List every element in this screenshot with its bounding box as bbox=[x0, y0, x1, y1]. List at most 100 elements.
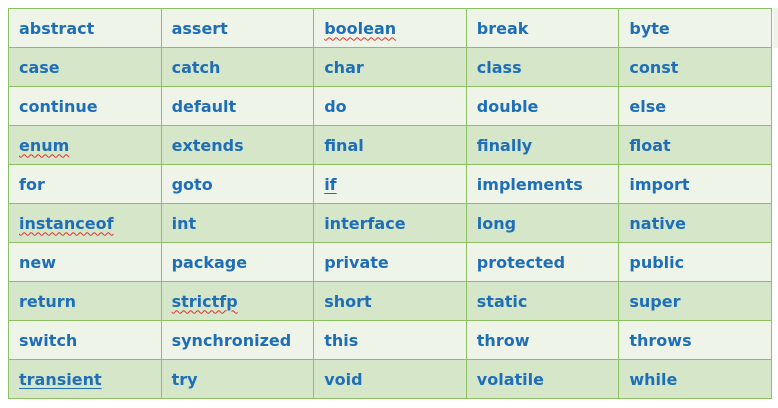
keyword-text: transient bbox=[19, 369, 102, 389]
keyword-text: assert bbox=[171, 18, 228, 38]
table-cell: byte bbox=[618, 8, 772, 48]
table-cell: transient bbox=[8, 359, 162, 399]
table-cell: long bbox=[465, 203, 620, 243]
keyword-text: break bbox=[476, 18, 529, 38]
keyword-text: else bbox=[629, 96, 667, 116]
keyword-text: interface bbox=[324, 213, 406, 233]
table-row: abstract assert boolean break byte bbox=[8, 8, 772, 48]
table-row: transient try void volatile while bbox=[8, 359, 772, 399]
table-cell: char bbox=[313, 47, 467, 87]
keyword-text: extends bbox=[171, 135, 244, 155]
keyword-text: case bbox=[19, 57, 60, 77]
table-cell: boolean bbox=[313, 8, 467, 48]
table-row: case catch char class const bbox=[8, 47, 772, 87]
keyword-text: private bbox=[324, 252, 389, 272]
table-cell: class bbox=[465, 47, 620, 87]
keyword-text: synchronized bbox=[171, 330, 292, 350]
table-cell: default bbox=[160, 86, 315, 126]
table-cell: float bbox=[618, 125, 772, 165]
table-cell: const bbox=[618, 47, 772, 87]
keyword-text: class bbox=[476, 57, 522, 77]
table-cell: strictfp bbox=[160, 281, 315, 321]
keyword-text: if bbox=[324, 174, 337, 194]
keyword-text: package bbox=[171, 252, 248, 272]
keyword-text: byte bbox=[629, 18, 670, 38]
keyword-text: do bbox=[324, 96, 347, 116]
table-cell: double bbox=[465, 86, 620, 126]
keyword-text: new bbox=[19, 252, 57, 272]
keyword-text: native bbox=[629, 213, 686, 233]
keyword-text: goto bbox=[171, 174, 213, 194]
keyword-text: const bbox=[629, 57, 679, 77]
keyword-text: instanceof bbox=[19, 213, 114, 233]
keyword-text: finally bbox=[476, 135, 533, 155]
java-keywords-table: abstract assert boolean break byte case catch c… bbox=[8, 8, 772, 399]
keywords-table-container: abstract assert boolean break byte case catch c… bbox=[8, 8, 772, 399]
keyword-text: catch bbox=[171, 57, 221, 77]
table-row: return strictfp short static super bbox=[8, 281, 772, 321]
table-cell: if bbox=[313, 164, 467, 204]
table-row: continue default do double else bbox=[8, 86, 772, 126]
keyword-text: for bbox=[19, 174, 45, 194]
keyword-text: throws bbox=[629, 330, 692, 350]
keyword-text: return bbox=[19, 291, 77, 311]
table-cell: throw bbox=[465, 320, 620, 360]
table-cell: switch bbox=[8, 320, 162, 360]
table-edge-fragment bbox=[773, 8, 778, 48]
keyword-text: super bbox=[629, 291, 681, 311]
table-cell: void bbox=[313, 359, 467, 399]
table-cell: int bbox=[160, 203, 315, 243]
table-cell: implements bbox=[465, 164, 620, 204]
keyword-text: int bbox=[171, 213, 197, 233]
keyword-text: try bbox=[171, 369, 198, 389]
keyword-text: default bbox=[171, 96, 237, 116]
table-cell: else bbox=[618, 86, 772, 126]
table-row: new package private protected public bbox=[8, 242, 772, 282]
table-row: switch synchronized this throw throws bbox=[8, 320, 772, 360]
keyword-text: implements bbox=[476, 174, 583, 194]
keyword-text: long bbox=[476, 213, 517, 233]
keywords-table-body: abstract assert boolean break byte case catch c… bbox=[8, 8, 772, 399]
table-cell: try bbox=[160, 359, 315, 399]
table-cell: synchronized bbox=[160, 320, 315, 360]
keyword-text: final bbox=[324, 135, 364, 155]
table-cell: new bbox=[8, 242, 162, 282]
keyword-text: strictfp bbox=[171, 291, 238, 311]
keyword-text: protected bbox=[476, 252, 566, 272]
table-cell: case bbox=[8, 47, 162, 87]
table-cell: private bbox=[313, 242, 467, 282]
keyword-text: static bbox=[476, 291, 528, 311]
table-cell: catch bbox=[160, 47, 315, 87]
table-cell: finally bbox=[465, 125, 620, 165]
table-cell: protected bbox=[465, 242, 620, 282]
table-cell: break bbox=[465, 8, 620, 48]
keyword-text: abstract bbox=[19, 18, 95, 38]
table-cell: extends bbox=[160, 125, 315, 165]
table-cell: abstract bbox=[8, 8, 162, 48]
table-cell: native bbox=[618, 203, 772, 243]
table-cell: instanceof bbox=[8, 203, 162, 243]
table-row: instanceof int interface long native bbox=[8, 203, 772, 243]
table-cell: throws bbox=[618, 320, 772, 360]
keyword-text: void bbox=[324, 369, 363, 389]
table-cell: package bbox=[160, 242, 315, 282]
table-cell: assert bbox=[160, 8, 315, 48]
table-cell: for bbox=[8, 164, 162, 204]
table-cell: enum bbox=[8, 125, 162, 165]
keyword-text: continue bbox=[19, 96, 98, 116]
keyword-text: import bbox=[629, 174, 690, 194]
table-cell: this bbox=[313, 320, 467, 360]
table-cell: continue bbox=[8, 86, 162, 126]
keyword-text: char bbox=[324, 57, 364, 77]
table-cell: goto bbox=[160, 164, 315, 204]
table-cell: while bbox=[618, 359, 772, 399]
keyword-text: throw bbox=[476, 330, 530, 350]
table-cell: final bbox=[313, 125, 467, 165]
table-cell: static bbox=[465, 281, 620, 321]
table-cell: import bbox=[618, 164, 772, 204]
table-cell: return bbox=[8, 281, 162, 321]
table-cell: volatile bbox=[465, 359, 620, 399]
keyword-text: switch bbox=[19, 330, 78, 350]
keyword-text: boolean bbox=[324, 18, 397, 38]
keyword-text: short bbox=[324, 291, 372, 311]
